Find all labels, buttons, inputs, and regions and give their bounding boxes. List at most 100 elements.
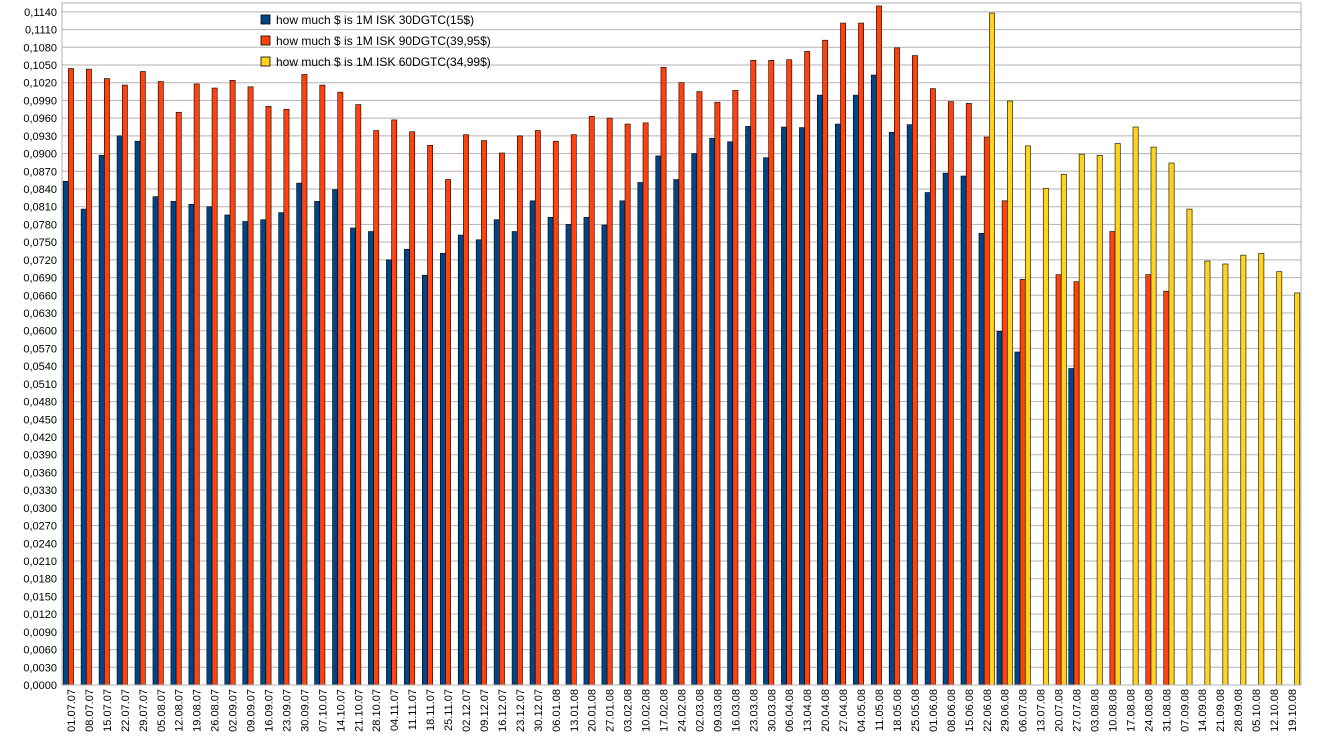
x-tick-label: 29.07.07 [138,689,150,732]
y-tick-label: 0,0840 [23,184,57,196]
y-tick-label: 0,0330 [23,485,57,497]
y-tick-label: 0,0810 [23,202,57,214]
x-tick-label: 30.03.08 [766,689,778,732]
bar-series-2 [1073,281,1080,686]
bar-series-1 [996,330,1003,686]
y-tick-label: 0,0720 [23,255,57,267]
x-tick-label: 29.06.08 [1000,689,1012,732]
x-tick-label: 06.04.08 [784,689,796,732]
legend-swatch-3 [260,56,271,67]
bar-series-1 [673,179,680,686]
x-tick-label: 10.08.08 [1107,689,1119,732]
bar-series-2 [463,134,469,686]
y-tick-label: 0,0390 [23,450,57,462]
bar-series-2 [624,123,631,686]
bar-series-2 [570,134,577,686]
bar-series-1 [817,94,823,686]
y-tick-label: 0,0780 [23,219,57,231]
x-tick-label: 08.06.08 [946,689,958,732]
bar-series-2 [732,90,739,686]
bars [62,5,1301,686]
bar-series-1 [278,212,285,686]
y-tick-label: 0,1050 [23,60,57,72]
y-tick-labels: 0,0000 0,0030 0,0060 0,0090 0,0120 0,0150 0,01… [23,7,57,692]
bar-series-3 [1132,126,1139,686]
bar-series-2 [840,22,847,686]
bar-series-1 [619,200,626,686]
bar-series-2 [983,136,990,686]
bar-series-1 [1068,368,1075,686]
y-tick-label: 0,0660 [23,290,57,302]
bar-series-1 [134,140,141,686]
legend: how much $ is 1M ISK 30DGTC(15$) how muc… [260,13,491,69]
bar-series-2 [642,122,649,686]
bar-series-2 [175,111,182,686]
x-tick-label: 24.02.08 [677,689,689,732]
bar-series-1 [152,196,159,686]
bar-series-1 [978,232,985,686]
legend-swatch-2 [260,35,271,46]
bar-series-2 [696,91,703,686]
x-tick-label: 02.09.07 [228,689,240,732]
bar-series-1 [835,123,841,686]
legend-entry-3: how much $ is 1M ISK 60DGTC(34,99$) [260,55,491,69]
y-tick-label: 0,1110 [25,25,57,37]
bar-series-2 [606,117,613,686]
bar-series-2 [391,119,398,686]
bar-series-2 [714,101,721,686]
x-tick-label: 16.09.07 [264,689,276,732]
axes [61,2,1302,686]
bar-series-1 [296,182,303,686]
x-tick-label: 20.01.08 [587,689,599,732]
x-tick-label: 22.06.08 [982,689,994,732]
x-tick-label: 31.08.08 [1161,689,1173,732]
bar-series-1 [439,253,446,686]
bar-series-2 [68,68,74,686]
bar-series-2 [229,80,236,686]
bar-series-1 [98,155,105,686]
x-tick-label: 15.06.08 [964,689,976,732]
bar-series-2 [427,145,434,686]
x-tick-label: 13.04.08 [802,689,814,732]
x-tick-label: 09.09.07 [246,689,258,732]
bar-series-1 [709,137,716,686]
bar-series-2 [373,130,380,686]
x-tick-label: 22.07.07 [120,689,132,732]
y-tick-label: 0,1080 [23,42,57,54]
y-tick-label: 0,0060 [23,645,57,657]
y-tick-label: 0,0120 [23,609,57,621]
y-tick-label: 0,0690 [23,273,57,285]
bar-series-3 [1078,153,1085,686]
x-tick-label: 07.09.08 [1179,689,1191,732]
x-tick-label: 23.03.08 [748,689,760,732]
y-tick-label: 0,0270 [23,521,57,533]
y-tick-label: 0,0480 [23,397,57,409]
x-tick-label: 18.05.08 [892,689,904,732]
bar-series-1 [260,219,267,686]
y-tick-label: 0,0990 [23,95,57,107]
x-tick-label: 02.03.08 [694,689,706,732]
bar-series-3 [989,12,995,686]
y-tick-label: 0,0510 [23,379,57,391]
bar-series-3 [1150,146,1157,686]
y-tick-label: 0,1020 [23,78,57,90]
x-tick-label: 06.01.08 [551,689,563,732]
bar-series-1 [565,224,572,686]
bar-series-2 [301,74,308,686]
bar-series-2 [804,51,811,686]
x-tick-label: 14.10.07 [335,689,347,732]
bar-series-3 [1024,145,1031,686]
bar-series-1 [583,217,590,686]
bar-series-2 [822,39,829,686]
y-tick-label: 0,1140 [24,7,57,19]
x-tick-label: 06.07.08 [1018,689,1030,732]
bar-series-2 [929,88,936,686]
bar-series-1 [206,206,213,686]
y-tick-label: 0,0150 [23,591,57,603]
x-tick-label: 21.10.07 [353,689,365,732]
y-tick-label: 0,0030 [23,662,57,674]
bar-series-1 [888,132,895,686]
x-tick-label: 09.12.07 [479,689,491,732]
x-tick-label: 09.03.08 [712,689,724,732]
bar-series-2 [409,131,416,686]
